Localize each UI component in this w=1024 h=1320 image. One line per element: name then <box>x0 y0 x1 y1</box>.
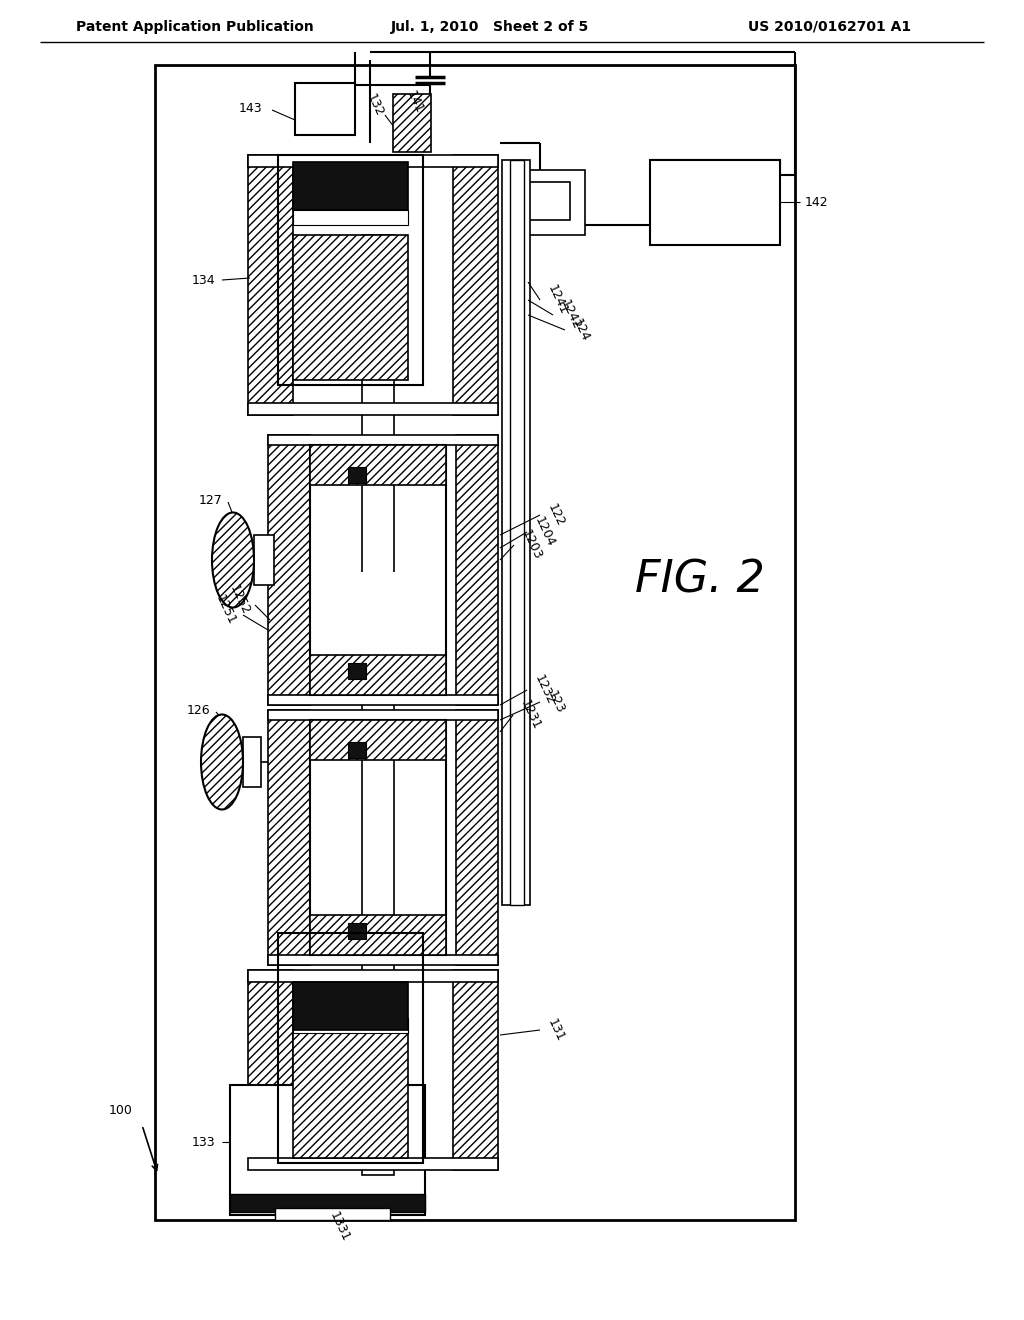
Text: 1203: 1203 <box>519 528 544 562</box>
Bar <box>243 737 261 787</box>
Bar <box>268 954 498 965</box>
Text: 1251: 1251 <box>213 593 238 627</box>
Bar <box>248 403 498 414</box>
Bar <box>293 210 408 224</box>
Bar <box>293 162 408 210</box>
Text: 143: 143 <box>239 102 262 115</box>
Bar <box>230 1195 425 1212</box>
Bar <box>456 436 498 705</box>
Bar <box>278 933 423 1163</box>
Bar <box>293 1018 408 1034</box>
Bar <box>502 160 530 906</box>
Bar <box>310 572 446 696</box>
Text: 100: 100 <box>110 1104 133 1117</box>
Bar <box>310 655 446 696</box>
Bar <box>453 970 498 1170</box>
Bar <box>293 235 408 380</box>
Bar <box>310 445 446 484</box>
Text: 1331: 1331 <box>328 1210 352 1243</box>
Text: 1204: 1204 <box>532 515 557 549</box>
Text: 142: 142 <box>805 195 828 209</box>
Bar <box>230 1085 425 1214</box>
Ellipse shape <box>212 512 254 607</box>
Text: Jul. 1, 2010   Sheet 2 of 5: Jul. 1, 2010 Sheet 2 of 5 <box>391 20 589 34</box>
Text: 1232: 1232 <box>532 673 557 708</box>
Text: 1252: 1252 <box>227 583 252 616</box>
Bar <box>248 970 498 982</box>
Bar <box>510 160 524 906</box>
Bar <box>155 65 795 1220</box>
Bar <box>310 915 446 954</box>
Text: 1231: 1231 <box>518 698 543 733</box>
Text: 122: 122 <box>545 502 566 528</box>
Text: US 2010/0162701 A1: US 2010/0162701 A1 <box>749 20 911 34</box>
Bar <box>248 154 498 168</box>
Bar <box>268 436 310 705</box>
Ellipse shape <box>201 714 243 809</box>
Text: 133: 133 <box>191 1135 215 1148</box>
Text: 127: 127 <box>199 494 222 507</box>
Bar <box>525 182 570 220</box>
Bar <box>268 436 498 445</box>
Bar <box>275 1208 390 1220</box>
Bar <box>248 1158 498 1170</box>
Bar <box>310 445 446 696</box>
Bar <box>510 170 585 235</box>
Text: 132: 132 <box>365 91 386 119</box>
Bar <box>268 710 310 965</box>
Bar <box>295 83 355 135</box>
Bar <box>456 710 498 965</box>
Text: 123: 123 <box>545 689 566 715</box>
Text: 124: 124 <box>570 317 592 343</box>
Bar <box>348 467 366 483</box>
Bar <box>310 719 446 760</box>
Bar <box>293 1034 408 1158</box>
Bar <box>310 719 446 954</box>
Bar <box>248 970 293 1170</box>
Text: FIG. 2: FIG. 2 <box>635 558 765 602</box>
Text: Patent Application Publication: Patent Application Publication <box>76 20 314 34</box>
Bar <box>254 535 274 585</box>
Bar <box>348 742 366 758</box>
Bar <box>293 982 408 1030</box>
Text: 131: 131 <box>545 1016 566 1043</box>
Bar <box>348 663 366 678</box>
Bar <box>268 710 498 719</box>
Bar <box>348 923 366 939</box>
Text: 126: 126 <box>186 704 210 717</box>
Bar <box>453 154 498 414</box>
Bar <box>248 154 293 414</box>
Bar <box>650 160 780 246</box>
Bar <box>393 94 431 152</box>
Text: 134: 134 <box>191 273 215 286</box>
Bar <box>268 696 498 705</box>
Text: 141: 141 <box>404 88 426 115</box>
Bar <box>362 235 394 1175</box>
Bar <box>278 154 423 385</box>
Text: 1241: 1241 <box>545 282 570 317</box>
Text: 1242: 1242 <box>558 298 583 333</box>
